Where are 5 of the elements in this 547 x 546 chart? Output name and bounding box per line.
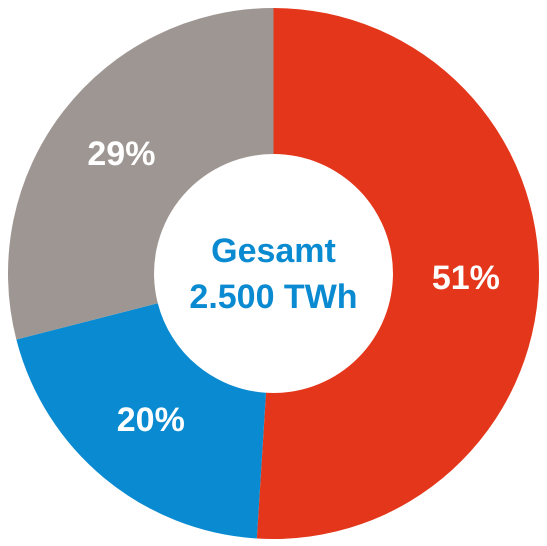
- text: 2.500 TWh: [189, 276, 358, 318]
- data-label: 51%: [432, 258, 500, 297]
- data-label: 29%: [87, 134, 156, 173]
- data-label: 20%: [116, 401, 185, 440]
- text: Gesamt: [211, 230, 336, 272]
